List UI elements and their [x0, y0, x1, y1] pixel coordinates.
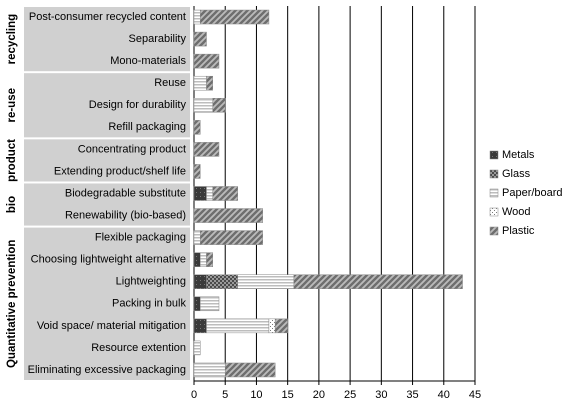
- category-label: Lightweighting: [116, 276, 186, 288]
- bar-segment: [193, 318, 207, 334]
- x-tick-label: 20: [313, 389, 325, 401]
- bar-segment: [293, 274, 463, 289]
- group-label: re-use: [6, 88, 18, 123]
- bar-segment: [206, 274, 238, 289]
- bar-segment: [193, 164, 201, 179]
- category-label: Choosing lightweight alternative: [31, 254, 186, 266]
- category-label: Eliminating excessive packaging: [28, 364, 186, 376]
- bar-segment: [193, 142, 220, 157]
- legend-swatch: [489, 226, 499, 236]
- bar-segment: [212, 98, 226, 113]
- category-label: Mono-materials: [110, 55, 186, 67]
- category-label: Post-consumer recycled content: [29, 11, 186, 23]
- category-label: Reuse: [154, 77, 186, 89]
- bar-segment: [199, 230, 263, 245]
- bar-segment: [274, 318, 288, 334]
- x-tick-label: 0: [191, 389, 197, 401]
- category-label: Packing in bulk: [112, 298, 186, 310]
- group-panel: [24, 7, 190, 72]
- bar-segment: [193, 296, 201, 312]
- category-label: Separability: [129, 33, 187, 45]
- bar-segment: [268, 318, 276, 334]
- legend-swatch: [489, 188, 499, 198]
- legend-swatch: [489, 150, 499, 160]
- bar-segment: [193, 208, 263, 223]
- category-label: Extending product/shelf life: [54, 165, 186, 177]
- bar-segment: [193, 120, 201, 135]
- bar-segment: [212, 186, 238, 201]
- legend-swatch: [489, 207, 499, 217]
- x-tick-label: 10: [250, 389, 262, 401]
- x-tick-label: 30: [375, 389, 387, 401]
- category-label: Design for durability: [89, 99, 187, 111]
- bar-segment: [193, 53, 220, 69]
- bar-segment: [193, 98, 213, 113]
- bar-segment: [193, 75, 207, 91]
- bar-segment: [193, 340, 201, 356]
- bar-segment: [193, 9, 201, 25]
- category-label: Flexible packaging: [95, 232, 186, 244]
- legend-label: Glass: [502, 168, 531, 180]
- bar-segment: [193, 186, 207, 201]
- legend-label: Wood: [502, 206, 531, 218]
- category-label: Refill packaging: [108, 121, 186, 133]
- group-label: bio: [6, 196, 18, 213]
- group-panel: [24, 183, 190, 226]
- x-tick-label: 35: [406, 389, 418, 401]
- x-tick-label: 15: [282, 389, 294, 401]
- bar-segment: [206, 252, 213, 267]
- bar-segment: [193, 274, 207, 289]
- category-label: Concentrating product: [78, 143, 186, 155]
- bar-segment: [193, 252, 201, 267]
- legend-label: Plastic: [502, 225, 535, 237]
- group-label: recycling: [6, 14, 18, 65]
- group-panel: [24, 227, 190, 380]
- bar-segment: [193, 362, 226, 378]
- legend-swatch: [489, 169, 499, 179]
- bar-segment: [193, 230, 201, 245]
- category-label: Biodegradable substitute: [65, 187, 186, 199]
- category-label: Renewability (bio-based): [65, 209, 186, 221]
- bar-segment: [206, 75, 213, 91]
- bar-segment: [237, 274, 295, 289]
- bar-segment: [206, 318, 270, 334]
- group-panel: [24, 139, 190, 182]
- x-tick-label: 40: [438, 389, 450, 401]
- bar-segment: [224, 362, 276, 378]
- bar-segment: [193, 31, 207, 47]
- category-label: Void space/ material mitigation: [37, 320, 186, 332]
- bar-segment: [199, 9, 270, 25]
- bar-segment: [199, 296, 220, 312]
- group-label: Quantitative prevention: [6, 240, 18, 368]
- legend-label: Paper/board: [502, 187, 563, 199]
- x-tick-label: 25: [344, 389, 356, 401]
- x-tick-label: 45: [469, 389, 481, 401]
- bar-segment: [206, 186, 213, 201]
- legend-label: Metals: [502, 149, 535, 161]
- group-panel: [24, 73, 190, 138]
- x-tick-label: 5: [222, 389, 228, 401]
- bar-segment: [199, 252, 207, 267]
- category-label: Resource extention: [91, 342, 186, 354]
- group-label: product: [6, 139, 18, 182]
